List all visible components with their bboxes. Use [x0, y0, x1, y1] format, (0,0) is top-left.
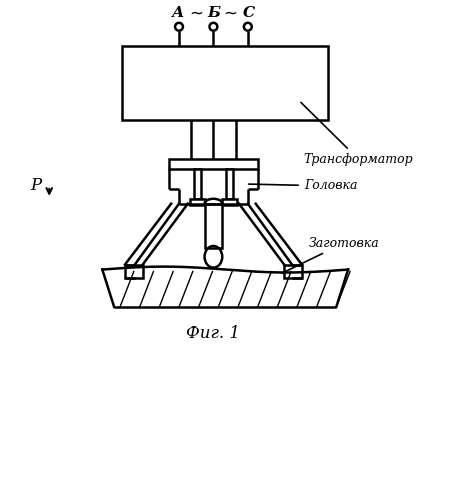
- Text: Трансформатор: Трансформатор: [301, 102, 413, 166]
- Bar: [190, 199, 205, 204]
- Text: С: С: [243, 6, 255, 20]
- Text: Б: Б: [207, 6, 220, 20]
- Text: Р: Р: [30, 178, 41, 194]
- Bar: [125, 264, 142, 278]
- Text: Головка: Головка: [248, 180, 357, 192]
- Bar: [205, 204, 222, 248]
- Bar: [284, 264, 302, 278]
- Text: ~: ~: [189, 5, 203, 23]
- Text: А: А: [172, 6, 184, 20]
- Text: ~: ~: [224, 5, 238, 23]
- Bar: [222, 199, 237, 204]
- Bar: [194, 170, 200, 199]
- Bar: [122, 46, 328, 120]
- Text: Заготовка: Заготовка: [282, 236, 380, 274]
- Text: Фиг. 1: Фиг. 1: [186, 325, 240, 342]
- Bar: [169, 160, 257, 170]
- Bar: [226, 170, 233, 199]
